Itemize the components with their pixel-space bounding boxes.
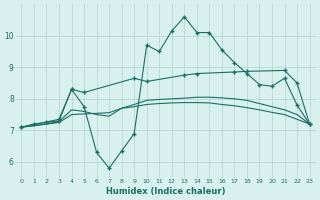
X-axis label: Humidex (Indice chaleur): Humidex (Indice chaleur) xyxy=(106,187,225,196)
